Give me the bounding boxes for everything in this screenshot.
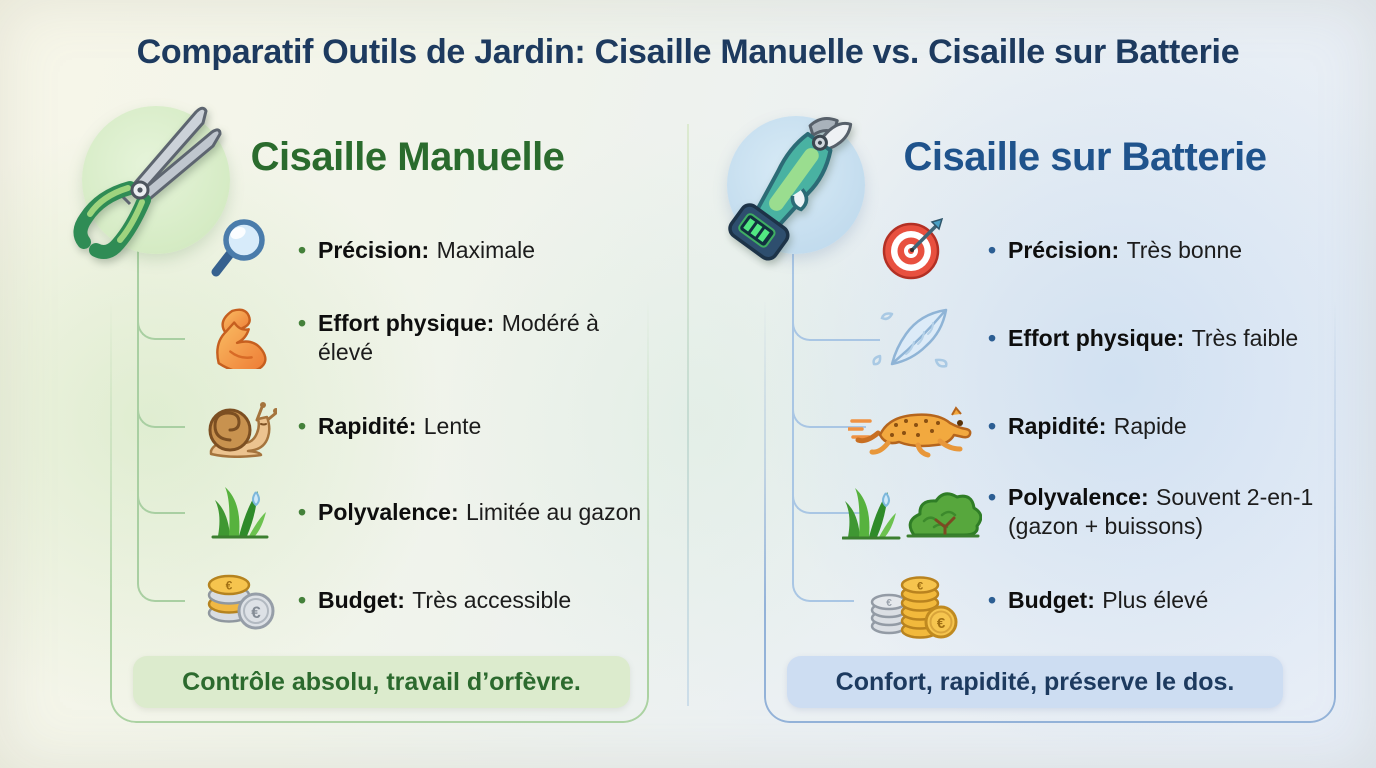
- connector-branch: [137, 298, 185, 340]
- bullet: •: [988, 324, 997, 351]
- row-label: Polyvalence:: [318, 498, 459, 525]
- row-label: Polyvalence:: [1008, 484, 1149, 510]
- battery-panel-outline: [764, 300, 1336, 723]
- connector-branch: [792, 472, 866, 514]
- svg-text:€: €: [226, 579, 233, 593]
- row-content: Rapidité: Lente: [318, 412, 481, 441]
- row-label: Rapidité:: [318, 412, 417, 439]
- row-content: Précision: Maximale: [318, 236, 535, 265]
- target-icon: [842, 218, 982, 282]
- bullet: •: [298, 412, 307, 439]
- biceps-icon: [188, 307, 292, 369]
- row-value: Très faible: [1191, 324, 1299, 351]
- connector-branch: [137, 560, 185, 602]
- bullet: •: [298, 310, 307, 336]
- svg-text:€: €: [886, 598, 892, 609]
- row-value: Très accessible: [412, 586, 572, 613]
- row-value: Très bonne: [1126, 236, 1243, 263]
- row-value: Rapide: [1113, 412, 1187, 439]
- row-value: Plus élevé: [1102, 586, 1209, 613]
- bullet: •: [298, 236, 307, 263]
- manual-row-speed: • Rapidité: Lente: [188, 380, 668, 472]
- bullet: •: [298, 586, 307, 613]
- manual-panel-outline: [110, 300, 649, 723]
- connector-branch: [137, 472, 185, 514]
- battery-row-precision: • Précision: Très bonne: [842, 204, 1362, 296]
- manual-row-effort: • Effort physique: Modéré à élevé: [188, 292, 668, 384]
- row-label: Précision:: [318, 236, 430, 263]
- manual-row-budget: € € • Budget: Très accessible: [188, 554, 668, 646]
- bullet: •: [988, 586, 997, 613]
- manual-row-precision: • Précision: Maximale: [188, 204, 668, 296]
- row-content: Effort physique: Modéré à élevé: [318, 309, 599, 367]
- manual-summary-banner: Contrôle absolu, travail d’orfèvre.: [133, 656, 630, 708]
- battery-pruner-icon: [712, 98, 870, 264]
- snail-icon: [188, 394, 292, 458]
- battery-summary-text: Confort, rapidité, préserve le dos.: [835, 667, 1235, 696]
- bullet: •: [298, 498, 307, 525]
- row-value: Modéré à élevé: [318, 310, 599, 365]
- connector-branch: [792, 299, 880, 341]
- coin-stacks-icon: € € €: [842, 560, 982, 640]
- row-label: Budget:: [1008, 586, 1095, 613]
- page-title: Comparatif Outils de Jardin: Cisaille Ma…: [136, 33, 1240, 71]
- battery-heading: Cisaille sur Batterie: [903, 135, 1268, 179]
- column-divider: [687, 124, 689, 706]
- battery-row-versatility: • Polyvalence: Souvent 2-en-1 (gazon + bui…: [842, 466, 1362, 558]
- battery-row-speed: • Rapidité: Rapide: [842, 380, 1362, 472]
- row-content: Budget: Très accessible: [318, 586, 571, 615]
- coins-icon: € €: [188, 567, 292, 633]
- row-label: Effort physique:: [1008, 324, 1185, 351]
- row-content: Effort physique: Très faible: [1008, 324, 1298, 353]
- feather-icon: [842, 304, 982, 372]
- row-label: Effort physique:: [318, 310, 495, 336]
- row-content: Budget: Plus élevé: [1008, 586, 1208, 615]
- bullet: •: [988, 484, 997, 510]
- svg-text:€: €: [937, 615, 946, 632]
- row-label: Rapidité:: [1008, 412, 1107, 439]
- battery-row-effort: • Effort physique: Très faible: [842, 292, 1362, 384]
- row-label: Précision:: [1008, 236, 1120, 263]
- svg-text:€: €: [917, 581, 923, 593]
- garden-shears-icon: [70, 96, 230, 260]
- row-content: Précision: Très bonne: [1008, 236, 1242, 265]
- row-value: Lente: [423, 412, 482, 439]
- connector-branch: [792, 386, 866, 428]
- row-label: Budget:: [318, 586, 405, 613]
- svg-text:€: €: [251, 603, 261, 622]
- row-content: Rapidité: Rapide: [1008, 412, 1187, 441]
- manual-summary-text: Contrôle absolu, travail d’orfèvre.: [182, 667, 581, 696]
- row-value: Maximale: [436, 236, 535, 263]
- row-value: Souvent 2-en-1 (gazon + buissons): [1008, 484, 1314, 539]
- row-value: Limitée au gazon: [466, 498, 642, 525]
- cheetah-icon: [842, 393, 982, 459]
- manual-heading: Cisaille Manuelle: [250, 135, 565, 179]
- battery-row-budget: € € € • Budget: Plus élevé: [842, 554, 1362, 646]
- connector-branch: [137, 386, 185, 428]
- grass-icon: [188, 482, 292, 542]
- manual-row-versatility: • Polyvalence: Limitée au gazon: [188, 466, 668, 558]
- row-content: Polyvalence: Souvent 2-en-1 (gazon + buis…: [1008, 483, 1313, 541]
- magnifier-icon: [188, 217, 292, 283]
- battery-summary-banner: Confort, rapidité, préserve le dos.: [787, 656, 1283, 708]
- row-content: Polyvalence: Limitée au gazon: [318, 498, 641, 527]
- bullet: •: [988, 412, 997, 439]
- bullet: •: [988, 236, 997, 263]
- grass-bush-icon: [842, 481, 982, 543]
- connector-branch: [792, 560, 854, 602]
